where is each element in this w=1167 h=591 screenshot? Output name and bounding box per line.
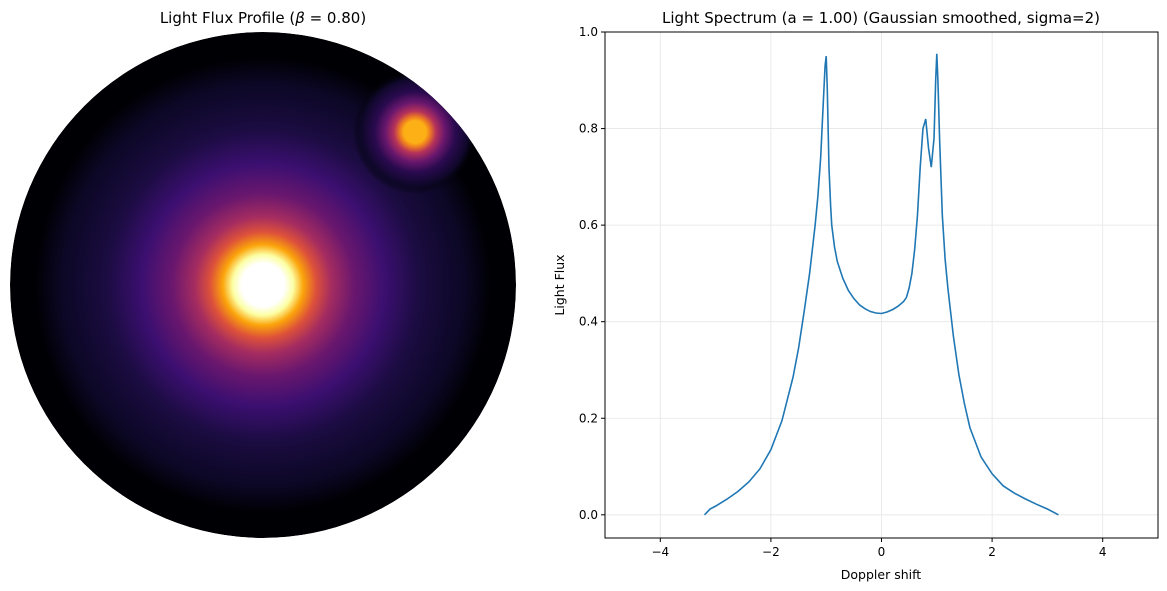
x-axis: −4 −2 0 2 4 <box>651 538 1107 559</box>
y-axis-label: Light Flux <box>552 254 567 315</box>
spectrum-line <box>703 53 1059 516</box>
flux-profile-panel: Light Flux Profile (β = 0.80) <box>10 9 516 538</box>
y-tick-label: 0.2 <box>579 411 598 425</box>
y-tick-label: 0.8 <box>579 122 598 136</box>
grid <box>605 31 1158 538</box>
y-tick-label: 0.4 <box>579 315 598 329</box>
x-tick-label: 2 <box>988 545 996 559</box>
spectrum-panel: Light Spectrum (a = 1.00) (Gaussian smoo… <box>552 9 1159 582</box>
x-tick-label: −4 <box>651 545 669 559</box>
x-tick-label: −2 <box>762 545 780 559</box>
x-axis-label: Doppler shift <box>841 567 922 582</box>
y-axis: 0.0 0.2 0.4 0.6 0.8 1.0 <box>579 25 605 522</box>
y-tick-label: 1.0 <box>579 25 598 39</box>
flux-profile-title: Light Flux Profile (β = 0.80) <box>160 9 366 27</box>
y-tick-label: 0.0 <box>579 508 598 522</box>
spectrum-title: Light Spectrum (a = 1.00) (Gaussian smoo… <box>662 9 1100 27</box>
x-tick-label: 4 <box>1099 545 1107 559</box>
secondary-hotspot <box>353 70 477 194</box>
x-tick-label: 0 <box>878 545 886 559</box>
y-tick-label: 0.6 <box>579 218 598 232</box>
